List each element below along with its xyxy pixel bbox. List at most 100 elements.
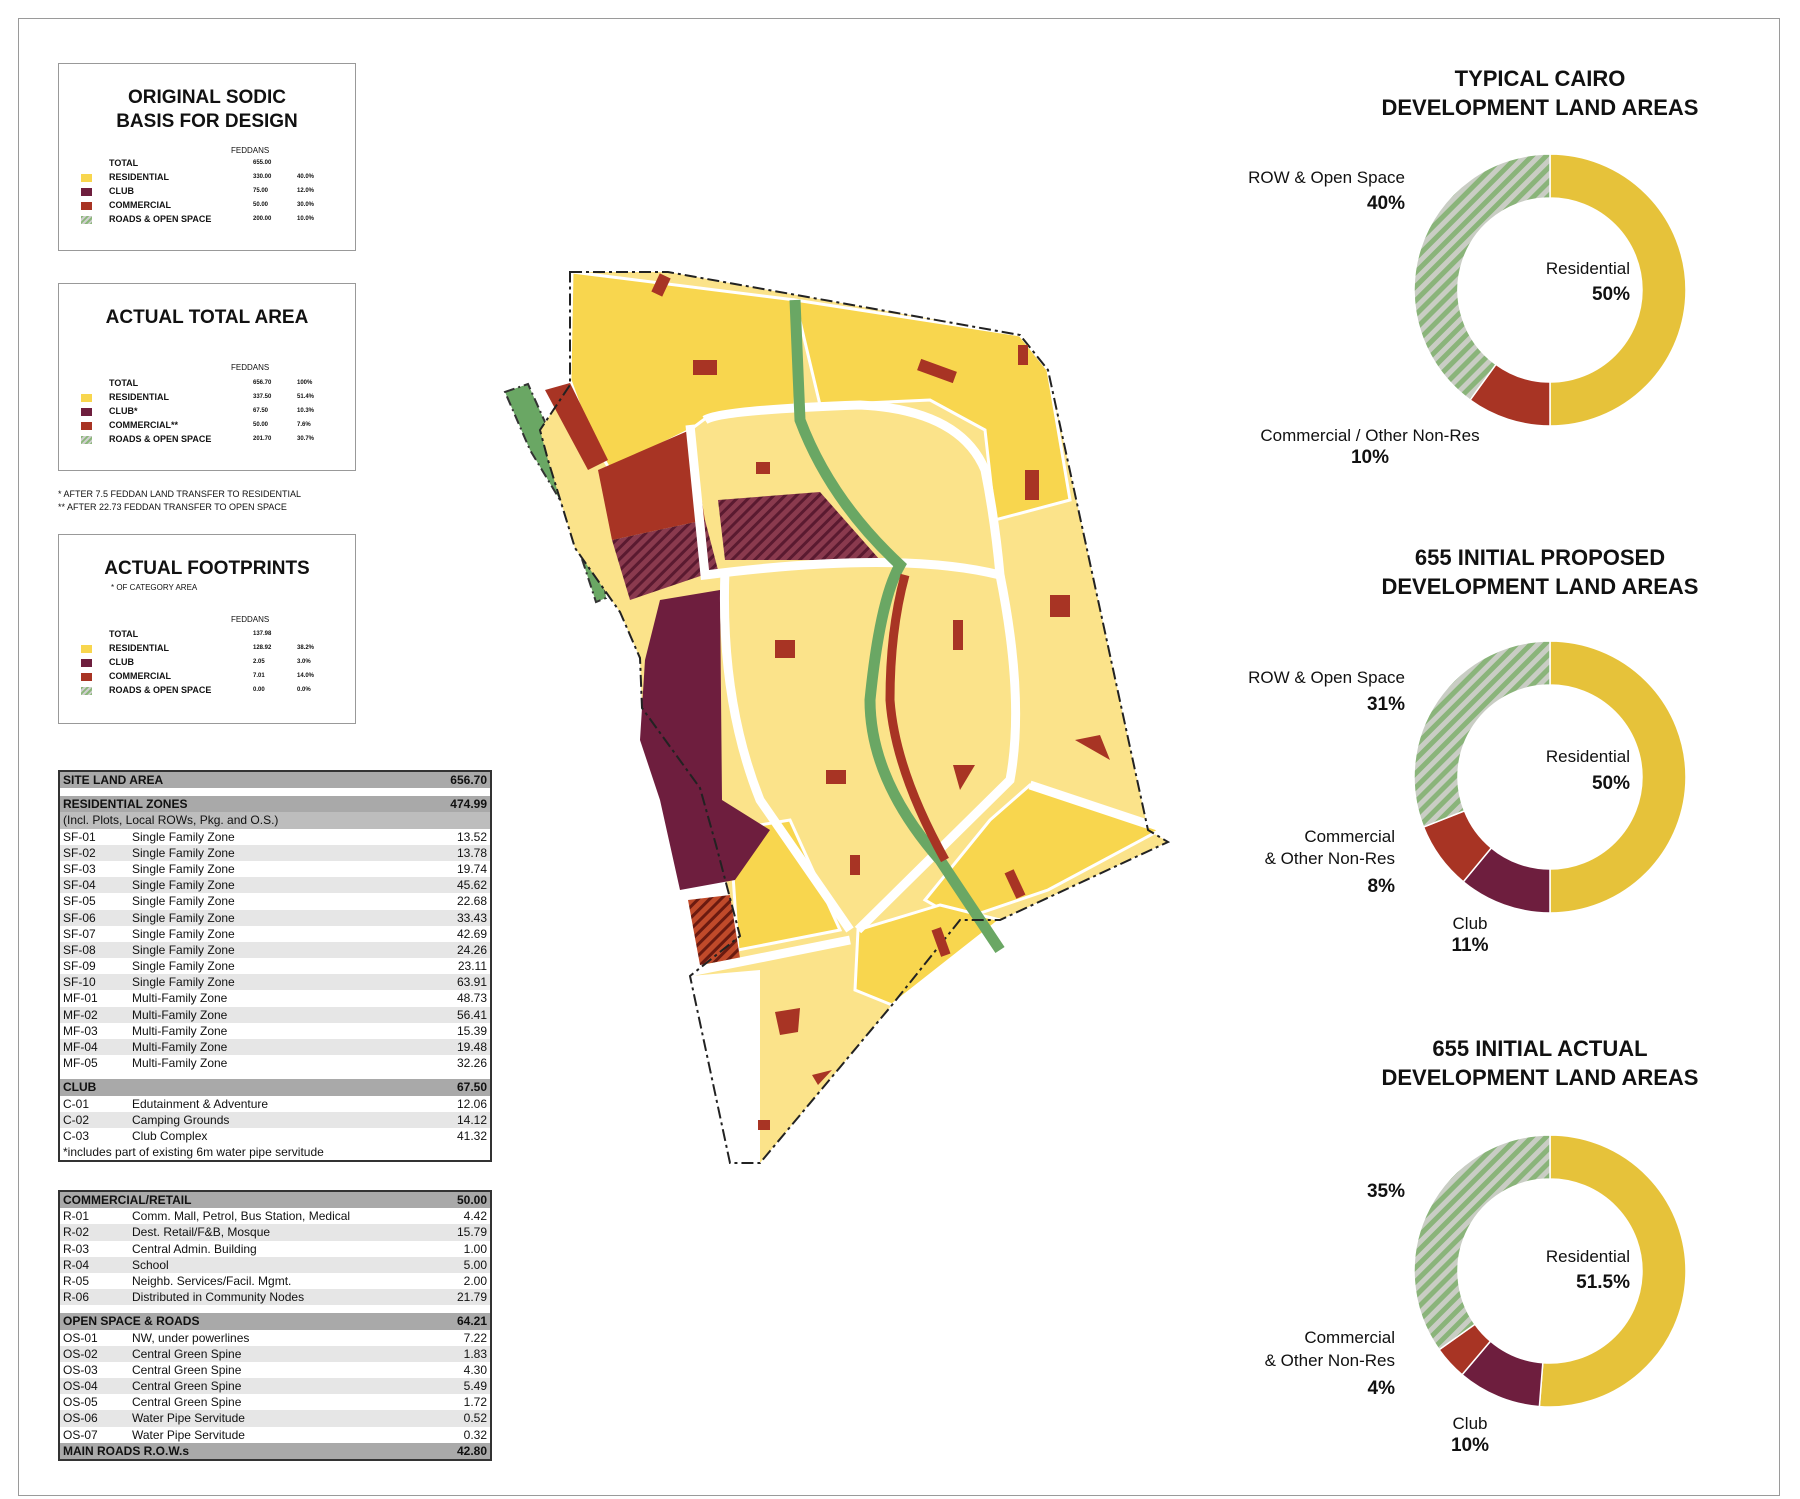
commercial-swatch	[81, 673, 92, 681]
table-row: R-01 Comm. Mall, Petrol, Bus Station, Med…	[63, 1209, 487, 1224]
footprint	[1018, 345, 1028, 365]
donut3-com-label1: Commercial	[1304, 1328, 1395, 1347]
club-swatch	[81, 659, 92, 667]
donut3-com-pct: 4%	[1367, 1378, 1395, 1399]
commercial-swatch	[81, 422, 92, 430]
table-row: C-02 Camping Grounds 14.12	[60, 1111, 490, 1128]
legend-row-club: CLUB 2.05 3.0%	[81, 657, 351, 670]
main-road-west	[719, 569, 854, 933]
table-row: OS-03 Central Green Spine 4.30	[63, 1362, 487, 1377]
donut1-title: TYPICAL CAIRO DEVELOPMENT LAND AREAS	[1381, 66, 1699, 120]
footprint	[953, 620, 963, 650]
donut-chart-typical-cairo	[1413, 153, 1687, 427]
legend-row-commercial: COMMERCIAL 7.01 14.0%	[81, 671, 351, 684]
footprint	[775, 640, 795, 658]
donut3-club-label: Club	[1452, 1414, 1488, 1433]
donut2-row-label: ROW & Open Space	[1248, 668, 1405, 687]
legend-row-residential: RESIDENTIAL 128.92 38.2%	[81, 643, 351, 656]
table-row: SF-09 Single Family Zone 23.11	[63, 959, 487, 974]
donut1-com-pct: 10%	[1350, 447, 1390, 468]
table-row: R-04 School 5.00	[60, 1256, 490, 1273]
donut2-com-label1: Commercial	[1304, 827, 1395, 846]
residential-swatch	[81, 174, 92, 182]
table-row: SF-06 Single Family Zone 33.43	[60, 909, 490, 926]
table-row: R-03 Central Admin. Building 1.00	[63, 1241, 487, 1256]
table-row: MF-05 Multi-Family Zone 32.26	[63, 1056, 487, 1071]
unit-label: FEDDANS	[231, 363, 270, 372]
table-row: OS-06 Water Pipe Servitude 0.52	[60, 1410, 490, 1427]
donut-slice-row-open-space	[1413, 640, 1551, 829]
donut1-row-pct: 40%	[1366, 193, 1405, 214]
roads-swatch	[81, 436, 92, 444]
donut-chart-initial-actual	[1413, 1134, 1687, 1408]
table-row: OS-07 Water Pipe Servitude 0.32	[63, 1427, 487, 1442]
main-roads-row: MAIN ROADS R.O.W.s 42.80	[60, 1442, 490, 1459]
commercial-block-nw	[545, 383, 608, 470]
donut3-com-label2: & Other Non-Res	[1264, 1351, 1395, 1370]
commercial-hatched	[612, 520, 718, 600]
donut-slice-residential	[1538, 1134, 1687, 1408]
donut-slice-row-open-space	[1413, 153, 1551, 402]
footprint	[812, 1070, 832, 1085]
table-row: SF-01 Single Family Zone 13.52	[63, 829, 487, 844]
table-row: SF-04 Single Family Zone 45.62	[60, 877, 490, 894]
legend-row-roads: ROADS & OPEN SPACE 200.00 10.0%	[81, 214, 351, 227]
legend-actual-total: ACTUAL TOTAL AREA FEDDANS TOTAL 656.70 100…	[58, 283, 356, 471]
donut1-res-label: Residential	[1545, 259, 1630, 278]
legend-row-total: TOTAL 656.70 100%	[109, 378, 313, 388]
footprint	[953, 765, 975, 790]
legend-row-total: TOTAL 137.98	[109, 629, 272, 639]
table-row: R-02 Dest. Retail/F&B, Mosque 15.79	[60, 1224, 490, 1241]
site-boundary-outline	[538, 271, 1171, 1164]
residential-swatch	[81, 645, 92, 653]
table-row: C-03 Club Complex 41.32	[63, 1128, 487, 1143]
footprint	[1025, 470, 1039, 500]
donut-slice-row-open-space	[1413, 1134, 1551, 1351]
unit-label: FEDDANS	[231, 615, 270, 624]
table-row: OS-01 NW, under powerlines 7.22	[63, 1330, 487, 1345]
club-header: CLUB 67.50	[60, 1079, 490, 1096]
legend-actual-footprints: ACTUAL FOOTPRINTS * OF CATEGORY AREA FED…	[58, 534, 356, 724]
res-block-sw	[728, 818, 843, 952]
club-hatched	[718, 492, 880, 560]
table-row: SF-05 Single Family Zone 22.68	[63, 894, 487, 909]
club-swatch	[81, 188, 92, 196]
table-row: SF-02 Single Family Zone 13.78	[60, 844, 490, 861]
footprint	[826, 770, 846, 784]
donut1-row-label: ROW & Open Space	[1248, 168, 1405, 187]
footprint	[775, 1008, 800, 1035]
commercial-spine	[885, 573, 949, 863]
footprint	[758, 1120, 770, 1130]
table-row: OS-04 Central Green Spine 5.49	[60, 1378, 490, 1395]
residential-zones-note: (Incl. Plots, Local ROWs, Pkg. and O.S.)	[60, 812, 490, 829]
club-note: *includes part of existing 6m water pipe…	[63, 1145, 324, 1160]
table-row: OS-05 Central Green Spine 1.72	[63, 1395, 487, 1410]
footprint	[756, 462, 770, 474]
table-row: SF-08 Single Family Zone 24.26	[60, 941, 490, 959]
legend-row-roads: ROADS & OPEN SPACE 0.00 0.0%	[81, 685, 351, 698]
donut2-club-pct: 11%	[1451, 935, 1489, 956]
footprint	[850, 855, 860, 875]
table-row: MF-02 Multi-Family Zone 56.41	[60, 1006, 490, 1023]
green-spine	[789, 299, 1005, 954]
donut2-res-label: Residential	[1545, 747, 1630, 766]
road-east-spur	[1028, 780, 1152, 830]
legend-row-commercial: COMMERCIAL** 50.00 7.6%	[81, 420, 351, 433]
sheet-frame	[18, 18, 1780, 1496]
legend-row-roads: ROADS & OPEN SPACE 201.70 30.7%	[81, 434, 351, 447]
legend-row-commercial: COMMERCIAL 50.00 30.0%	[81, 200, 351, 213]
legend-title: ORIGINAL SODIC	[128, 87, 286, 108]
club-swatch	[81, 408, 92, 416]
legend-title: ACTUAL FOOTPRINTS	[104, 558, 310, 579]
legend-row-residential: RESIDENTIAL 337.50 51.4%	[81, 392, 351, 405]
legend-row-total: TOTAL 655.00	[109, 158, 272, 168]
open-space-header: OPEN SPACE & ROADS 64.21	[60, 1313, 490, 1330]
legend-title: BASIS FOR DESIGN	[116, 111, 298, 132]
roads-swatch	[81, 687, 92, 695]
legend-row-club: CLUB 75.00 12.0%	[81, 186, 351, 199]
table-row: R-05 Neighb. Services/Facil. Mgmt. 2.00	[63, 1273, 487, 1288]
table-row: MF-01 Multi-Family Zone 48.73	[63, 991, 487, 1006]
footprint	[917, 358, 957, 384]
commercial-open-space-table: COMMERCIAL/RETAIL 50.00 R-01 Comm. Mall, P…	[58, 1190, 492, 1461]
